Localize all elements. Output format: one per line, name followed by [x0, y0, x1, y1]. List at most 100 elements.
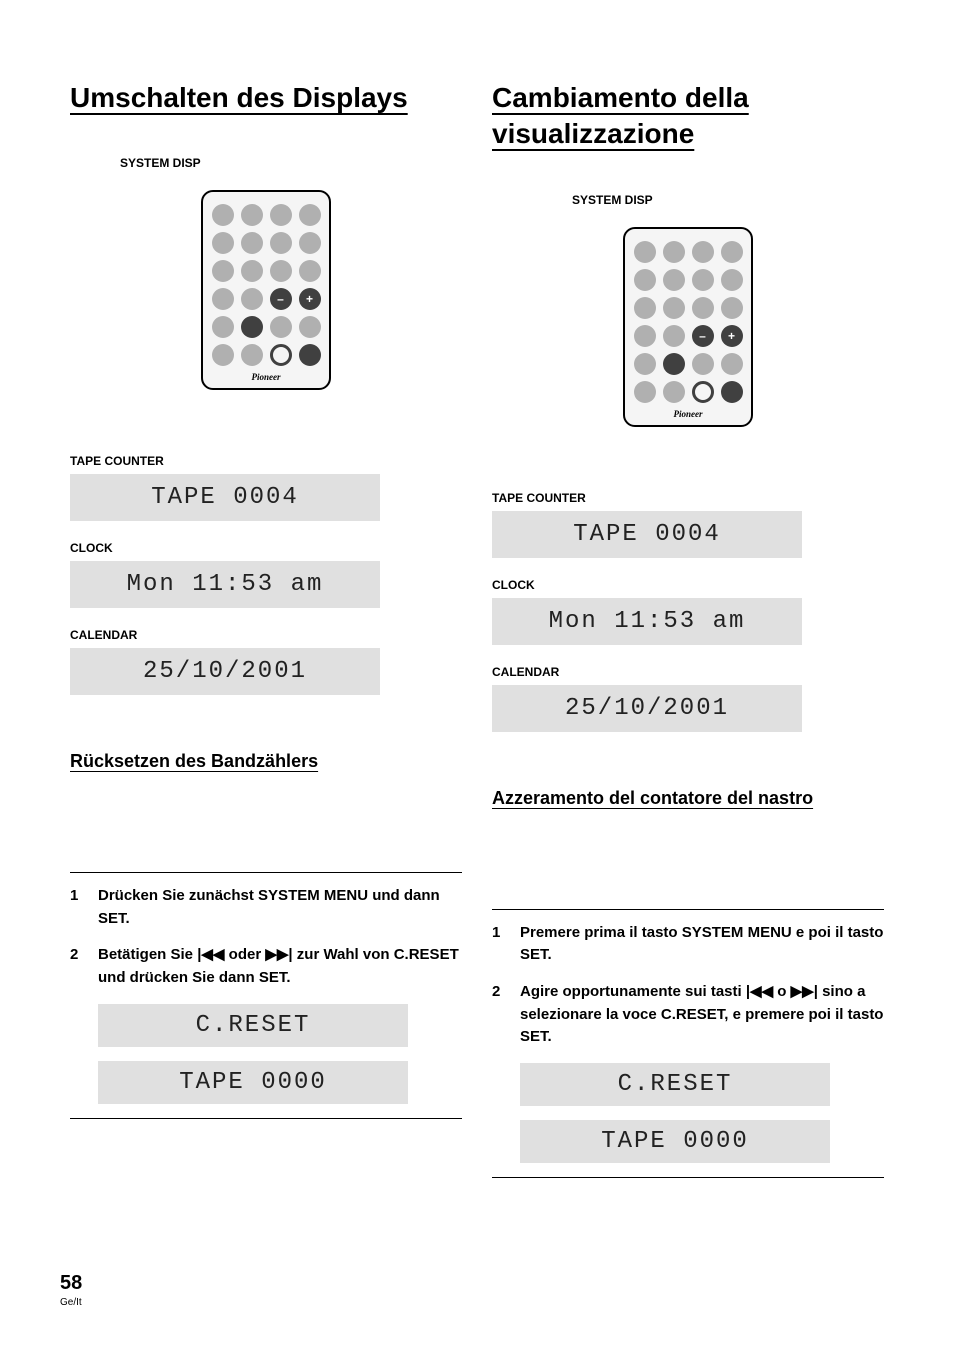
- system-disp-label-right: SYSTEM DISP: [572, 193, 884, 207]
- calendar-label: CALENDAR: [492, 665, 884, 679]
- step2-mid: oder: [224, 947, 265, 964]
- tape-reset-display: TAPE 0000: [520, 1120, 830, 1163]
- step-text: Betätigen Sie |◀◀ oder ▶▶| zur Wahl von …: [98, 944, 462, 989]
- remote-button: [692, 241, 714, 263]
- step2-before: Betätigen Sie: [98, 947, 197, 964]
- page-lang: Ge/It: [60, 1297, 82, 1308]
- remote-button-grid: – +: [633, 241, 743, 403]
- remote-button: [299, 232, 321, 254]
- remote-button: [241, 232, 263, 254]
- remote-button: [241, 288, 263, 310]
- calendar-display: 25/10/2001: [492, 685, 802, 732]
- remote-button: [270, 204, 292, 226]
- remote-button: [692, 353, 714, 375]
- tape-counter-label: TAPE COUNTER: [70, 454, 462, 468]
- remote-illustration-right: – + Pioneer: [492, 217, 884, 437]
- clock-label: CLOCK: [70, 541, 462, 555]
- remote-illustration-left: – + Pioneer: [70, 180, 462, 400]
- minus-button: –: [692, 325, 714, 347]
- steps-divider: [70, 1118, 462, 1119]
- step-number: 1: [70, 885, 84, 930]
- remote-button: [634, 325, 656, 347]
- remote-button: [212, 316, 234, 338]
- remote-button: [634, 241, 656, 263]
- tape-counter-display: TAPE 0004: [492, 511, 802, 558]
- calendar-display: 25/10/2001: [70, 648, 380, 695]
- steps-divider: [492, 1177, 884, 1178]
- remote-button-dark: [241, 316, 263, 338]
- minus-button: –: [270, 288, 292, 310]
- page-content: Umschalten des Displays SYSTEM DISP: [0, 0, 954, 1218]
- tape-counter-display: TAPE 0004: [70, 474, 380, 521]
- creset-display: C.RESET: [520, 1063, 830, 1106]
- remote-button: [270, 232, 292, 254]
- remote-button: [299, 260, 321, 282]
- next-track-icon: ▶▶|: [265, 944, 292, 967]
- remote-button: [663, 325, 685, 347]
- remote-button: [270, 260, 292, 282]
- page-footer: 58 Ge/It: [60, 1272, 82, 1308]
- remote-button: [663, 297, 685, 319]
- remote-button: [721, 269, 743, 291]
- remote-body: – + Pioneer: [623, 227, 753, 427]
- remote-button: [692, 269, 714, 291]
- remote-button: [212, 204, 234, 226]
- remote-button: [241, 204, 263, 226]
- step2-before: Agire opportunamente sui tasti: [520, 983, 746, 1000]
- remote-brand: Pioneer: [674, 409, 703, 419]
- remote-button-ring: [270, 344, 292, 366]
- remote-button: [721, 353, 743, 375]
- left-column: Umschalten des Displays SYSTEM DISP: [70, 80, 462, 1178]
- creset-display: C.RESET: [98, 1004, 408, 1047]
- remote-button: [299, 316, 321, 338]
- remote-button: [634, 297, 656, 319]
- remote-button: [663, 241, 685, 263]
- clock-display: Mon 11:53 am: [70, 561, 380, 608]
- remote-button: [663, 381, 685, 403]
- next-track-icon: ▶▶|: [791, 981, 818, 1004]
- remote-button-ring: [692, 381, 714, 403]
- remote-button-dark: [721, 381, 743, 403]
- remote-body: – + Pioneer: [201, 190, 331, 390]
- steps-right: 1 Premere prima il tasto SYSTEM MENU e p…: [492, 909, 884, 1178]
- remote-button: [212, 344, 234, 366]
- right-title: Cambiamento della visualizzazione: [492, 80, 884, 153]
- step-number: 2: [492, 981, 506, 1049]
- step-1: 1 Drücken Sie zunächst SYSTEM MENU und d…: [70, 885, 462, 930]
- page-number: 58: [60, 1272, 82, 1294]
- remote-button: [634, 269, 656, 291]
- tape-counter-label: TAPE COUNTER: [492, 491, 884, 505]
- remote-button: [721, 241, 743, 263]
- clock-display: Mon 11:53 am: [492, 598, 802, 645]
- system-disp-label-left: SYSTEM DISP: [120, 156, 462, 170]
- calendar-label: CALENDAR: [70, 628, 462, 642]
- remote-button: [299, 204, 321, 226]
- remote-button: [721, 297, 743, 319]
- left-title: Umschalten des Displays: [70, 80, 462, 116]
- plus-button: +: [721, 325, 743, 347]
- step-number: 1: [492, 922, 506, 967]
- prev-track-icon: |◀◀: [197, 944, 224, 967]
- remote-button: [634, 381, 656, 403]
- prev-track-icon: |◀◀: [746, 981, 773, 1004]
- step-text: Agire opportunamente sui tasti |◀◀ o ▶▶|…: [520, 981, 884, 1049]
- step-text: Premere prima il tasto SYSTEM MENU e poi…: [520, 922, 884, 967]
- remote-button: [241, 344, 263, 366]
- step-2: 2 Agire opportunamente sui tasti |◀◀ o ▶…: [492, 981, 884, 1049]
- step-2: 2 Betätigen Sie |◀◀ oder ▶▶| zur Wahl vo…: [70, 944, 462, 989]
- step2-mid: o: [773, 983, 791, 1000]
- remote-button-grid: – +: [211, 204, 321, 366]
- remote-button: [212, 260, 234, 282]
- steps-left: 1 Drücken Sie zunächst SYSTEM MENU und d…: [70, 872, 462, 1118]
- clock-label: CLOCK: [492, 578, 884, 592]
- reset-title-left: Rücksetzen des Bandzählers: [70, 751, 462, 772]
- remote-button-dark: [663, 353, 685, 375]
- right-column: Cambiamento della visualizzazione SYSTEM…: [492, 80, 884, 1178]
- remote-button-dark: [299, 344, 321, 366]
- remote-button: [241, 260, 263, 282]
- remote-brand: Pioneer: [252, 372, 281, 382]
- step-number: 2: [70, 944, 84, 989]
- remote-button: [634, 353, 656, 375]
- step-1: 1 Premere prima il tasto SYSTEM MENU e p…: [492, 922, 884, 967]
- remote-button: [212, 232, 234, 254]
